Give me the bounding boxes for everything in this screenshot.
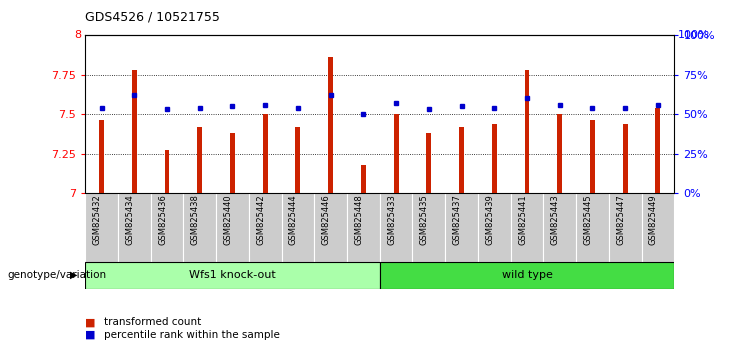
Text: ■: ■ xyxy=(85,318,96,327)
Bar xyxy=(426,133,431,193)
Bar xyxy=(656,108,660,193)
Bar xyxy=(132,70,137,193)
Text: GDS4526 / 10521755: GDS4526 / 10521755 xyxy=(85,11,220,24)
Text: GSM825440: GSM825440 xyxy=(224,194,233,245)
Bar xyxy=(609,193,642,262)
Bar xyxy=(445,193,478,262)
Bar xyxy=(296,127,300,193)
Text: GSM825432: GSM825432 xyxy=(93,194,102,245)
Text: GSM825447: GSM825447 xyxy=(617,194,625,245)
Bar xyxy=(379,193,413,262)
Bar xyxy=(249,193,282,262)
Text: 8: 8 xyxy=(74,30,82,40)
Bar xyxy=(478,193,511,262)
Text: GSM825438: GSM825438 xyxy=(190,194,200,245)
Text: GSM825434: GSM825434 xyxy=(125,194,134,245)
Text: GSM825437: GSM825437 xyxy=(453,194,462,245)
Bar xyxy=(230,133,235,193)
Text: wild type: wild type xyxy=(502,270,553,280)
Bar xyxy=(543,193,576,262)
Bar xyxy=(590,120,595,193)
Bar xyxy=(492,124,496,193)
Bar xyxy=(379,262,674,289)
Text: GSM825444: GSM825444 xyxy=(289,194,298,245)
Text: GSM825436: GSM825436 xyxy=(158,194,167,245)
Bar xyxy=(413,193,445,262)
Text: genotype/variation: genotype/variation xyxy=(7,270,107,280)
Bar xyxy=(85,193,118,262)
Text: GSM825445: GSM825445 xyxy=(583,194,593,245)
Text: GSM825441: GSM825441 xyxy=(518,194,527,245)
Text: GSM825435: GSM825435 xyxy=(420,194,429,245)
Text: percentile rank within the sample: percentile rank within the sample xyxy=(104,330,279,340)
Bar xyxy=(197,127,202,193)
Bar xyxy=(393,114,399,193)
Text: ■: ■ xyxy=(85,330,96,340)
Bar xyxy=(282,193,314,262)
Bar xyxy=(314,193,347,262)
Bar xyxy=(511,193,543,262)
Text: transformed count: transformed count xyxy=(104,318,201,327)
Text: ▶: ▶ xyxy=(70,270,78,280)
Bar xyxy=(347,193,379,262)
Bar xyxy=(459,127,464,193)
Text: Wfs1 knock-out: Wfs1 knock-out xyxy=(189,270,276,280)
Text: GSM825443: GSM825443 xyxy=(551,194,559,245)
Bar xyxy=(165,150,170,193)
Bar xyxy=(525,70,530,193)
Text: 100%: 100% xyxy=(678,30,710,40)
Bar xyxy=(557,114,562,193)
Text: GSM825448: GSM825448 xyxy=(354,194,363,245)
Bar xyxy=(118,193,150,262)
Text: GSM825449: GSM825449 xyxy=(649,194,658,245)
Bar xyxy=(328,57,333,193)
Bar xyxy=(183,193,216,262)
Bar xyxy=(642,193,674,262)
Bar xyxy=(361,165,366,193)
Bar xyxy=(150,193,184,262)
Bar xyxy=(622,124,628,193)
Bar xyxy=(216,193,249,262)
Bar xyxy=(85,262,380,289)
Bar xyxy=(263,114,268,193)
Text: GSM825442: GSM825442 xyxy=(256,194,265,245)
Text: GSM825446: GSM825446 xyxy=(322,194,330,245)
Text: GSM825433: GSM825433 xyxy=(387,194,396,245)
Text: GSM825439: GSM825439 xyxy=(485,194,494,245)
Bar xyxy=(576,193,609,262)
Bar xyxy=(99,120,104,193)
